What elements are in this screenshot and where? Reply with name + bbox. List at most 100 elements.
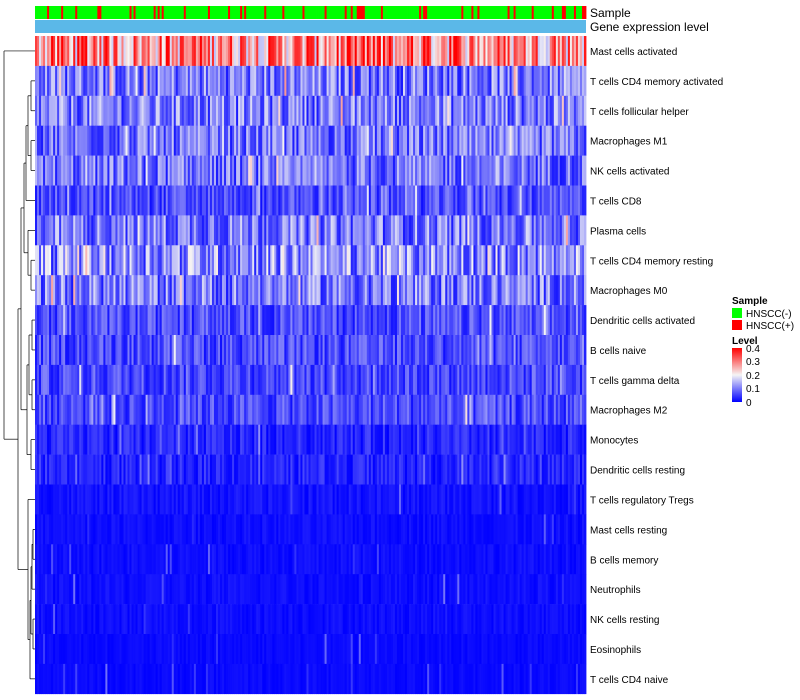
heatmap-cell	[298, 424, 301, 455]
heatmap-cell	[195, 36, 199, 67]
heatmap-cell	[477, 125, 480, 156]
heatmap-cell	[209, 514, 213, 545]
sample-annotation-cell	[201, 6, 205, 19]
heatmap-cell	[555, 155, 559, 186]
heatmap-cell	[509, 155, 512, 186]
heatmap-cell	[282, 245, 285, 276]
heatmap-cell	[533, 36, 537, 67]
heatmap-cell	[565, 514, 569, 545]
heatmap-cell	[543, 484, 547, 515]
heatmap-cell	[149, 364, 153, 396]
heatmap-cell	[55, 155, 58, 186]
heatmap-cell	[270, 125, 273, 156]
heatmap-cell	[35, 305, 38, 336]
heatmap-cell	[274, 514, 277, 545]
heatmap-cell	[435, 484, 438, 515]
heatmap-cell	[310, 454, 313, 485]
heatmap-cell	[139, 155, 142, 186]
heatmap-cell	[264, 275, 267, 306]
heatmap-cell	[344, 125, 348, 156]
heatmap-cell	[376, 275, 380, 306]
heatmap-cell	[396, 484, 400, 515]
heatmap-cell	[77, 484, 80, 515]
heatmap-cell	[298, 335, 301, 366]
sample-annotation-cell	[505, 6, 508, 19]
heatmap-cell	[45, 335, 48, 366]
heatmap-cell	[316, 275, 319, 306]
heatmap-cell	[81, 484, 84, 515]
heatmap-cell	[222, 65, 225, 97]
heatmap-cell	[73, 454, 76, 485]
heatmap-cell	[161, 155, 165, 186]
heatmap-cell	[579, 484, 583, 515]
sample-annotation-cell	[234, 6, 237, 19]
heatmap-cell	[45, 394, 48, 425]
heatmap-cell	[199, 155, 203, 186]
heatmap-cell	[304, 335, 307, 366]
heatmap-cell	[405, 275, 408, 306]
heatmap-cell	[294, 364, 297, 396]
heatmap-cell	[370, 65, 374, 97]
heatmap-cell	[292, 305, 295, 336]
heatmap-cell	[557, 95, 561, 126]
heatmap-cell	[571, 215, 575, 246]
heatmap-cell	[234, 185, 237, 216]
heatmap-cell	[549, 95, 553, 126]
heatmap-cell	[296, 125, 299, 156]
heatmap-cell	[115, 125, 118, 156]
heatmap-cell	[555, 36, 559, 67]
heatmap-cell	[179, 215, 183, 246]
heatmap-cell	[314, 424, 317, 455]
heatmap-cell	[390, 484, 394, 515]
heatmap-cell	[141, 275, 144, 306]
heatmap-cell	[81, 185, 84, 216]
heatmap-cell	[338, 36, 342, 67]
sample-annotation-cell	[95, 6, 98, 19]
heatmap-cell	[465, 65, 468, 97]
heatmap-cell	[47, 36, 50, 67]
heatmap-cell	[523, 215, 527, 246]
heatmap-cell	[286, 95, 289, 126]
heatmap-cell	[185, 125, 189, 156]
heatmap-cell	[459, 95, 462, 126]
heatmap-cell	[328, 65, 332, 97]
heatmap-cell	[155, 275, 159, 306]
heatmap-cell	[451, 484, 454, 515]
heatmap-cell	[127, 36, 130, 67]
heatmap-cell	[334, 125, 338, 156]
heatmap-cell	[175, 364, 179, 396]
heatmap-cell	[483, 125, 486, 156]
heatmap-cell	[509, 514, 512, 545]
heatmap-cell	[181, 36, 185, 67]
heatmap-cell	[453, 185, 456, 216]
heatmap-cell	[555, 185, 559, 216]
heatmap-cell	[354, 424, 358, 455]
sample-annotation-cell	[268, 6, 271, 19]
heatmap-cell	[155, 95, 159, 126]
heatmap-cell	[499, 484, 502, 515]
heatmap-cell	[407, 36, 410, 67]
heatmap-cell	[372, 394, 376, 425]
heatmap-cell	[177, 305, 181, 336]
heatmap-cell	[185, 514, 189, 545]
heatmap-cell	[304, 65, 307, 97]
heatmap-cell	[173, 454, 177, 485]
heatmap-cell	[481, 394, 484, 425]
heatmap-cell	[537, 95, 541, 126]
heatmap-cell	[77, 215, 80, 246]
heatmap-cell	[61, 95, 64, 126]
heatmap-cell	[131, 155, 134, 186]
heatmap-cell	[539, 155, 543, 186]
sample-annotation-cell	[115, 6, 118, 19]
heatmap-cell	[244, 275, 247, 306]
heatmap-cell	[479, 65, 482, 97]
sample-annotation-cell	[563, 6, 567, 19]
heatmap-cell	[300, 65, 303, 97]
heatmap-cell	[207, 424, 211, 455]
heatmap-cell	[169, 36, 173, 67]
heatmap-cell	[417, 65, 420, 97]
heatmap-cell	[541, 215, 545, 246]
heatmap-cell	[433, 215, 436, 246]
heatmap-cell	[296, 454, 299, 485]
heatmap-cell	[411, 36, 414, 67]
